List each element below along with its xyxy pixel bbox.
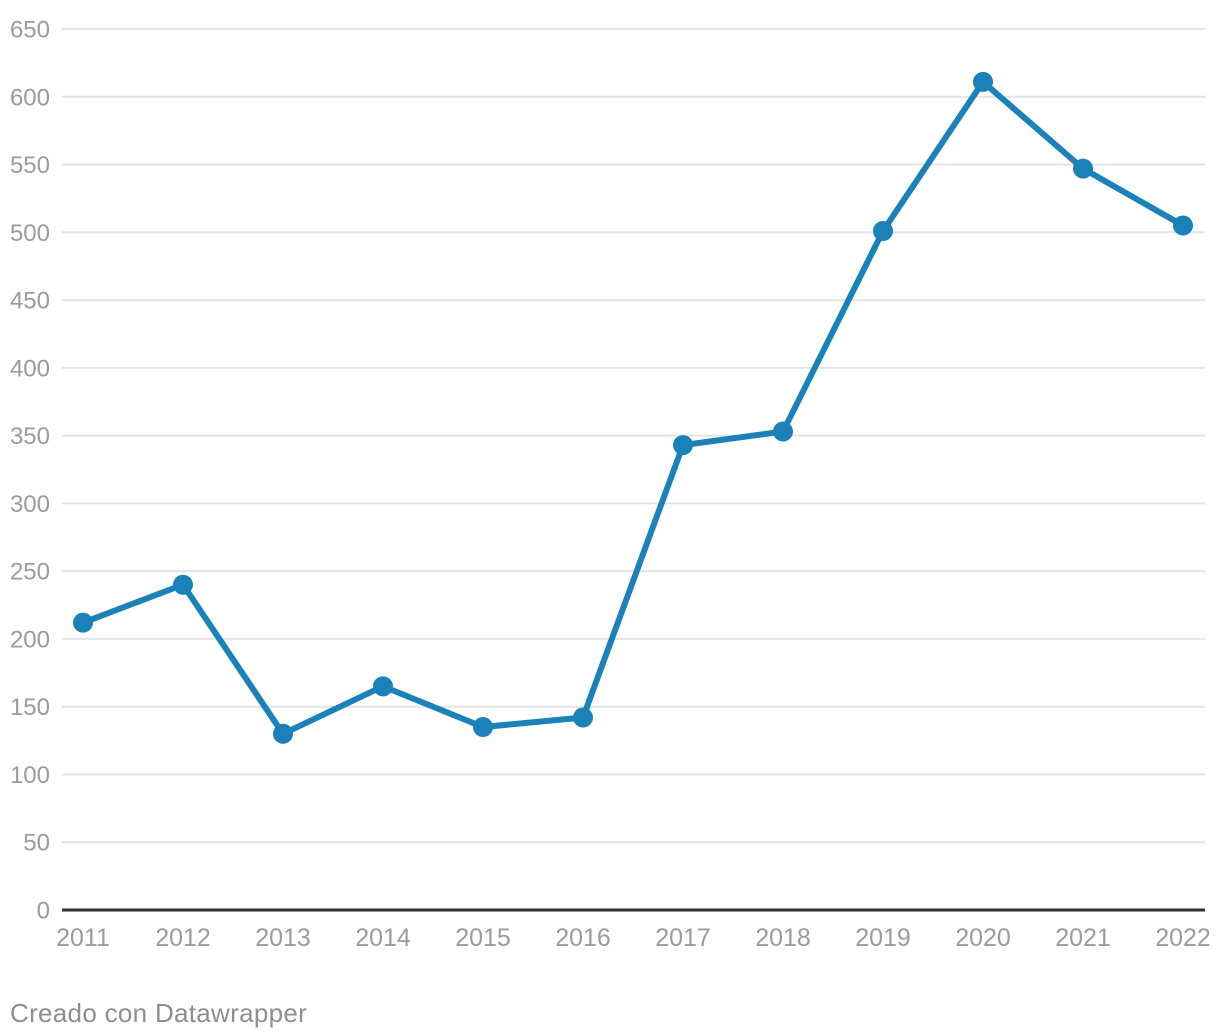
data-point-2015 bbox=[473, 717, 493, 738]
data-point-2021 bbox=[1073, 158, 1093, 179]
y-tick-label: 400 bbox=[10, 355, 50, 382]
x-tick-label: 2013 bbox=[255, 924, 311, 952]
x-tick-label: 2018 bbox=[755, 924, 811, 952]
y-tick-label: 500 bbox=[10, 220, 50, 247]
data-point-2019 bbox=[873, 220, 893, 241]
y-tick-label: 100 bbox=[10, 762, 50, 789]
x-tick-label: 2016 bbox=[555, 924, 611, 952]
y-tick-label: 200 bbox=[10, 626, 50, 653]
chart-plot-area: 0 50 100 150 200 250 300 350 400 450 500 550 600 650 2… bbox=[10, 17, 1211, 953]
data-point-2017 bbox=[673, 435, 693, 456]
data-point-2011 bbox=[73, 612, 93, 633]
x-tick-label: 2015 bbox=[455, 924, 511, 952]
y-tick-label: 650 bbox=[10, 17, 50, 44]
y-tick-label: 300 bbox=[10, 491, 50, 518]
x-tick-label: 2011 bbox=[56, 924, 110, 952]
datawrapper-attribution: Creado con Datawrapper bbox=[10, 998, 308, 1028]
y-tick-label: 350 bbox=[10, 423, 50, 450]
x-tick-label: 2022 bbox=[1155, 924, 1211, 952]
y-tick-label: 50 bbox=[23, 830, 50, 857]
x-tick-label: 2020 bbox=[955, 924, 1011, 952]
data-point-2013 bbox=[273, 723, 293, 744]
y-tick-label: 600 bbox=[10, 84, 50, 111]
x-tick-label: 2014 bbox=[355, 924, 411, 952]
data-line bbox=[80, 78, 1186, 737]
x-tick-label: 2017 bbox=[655, 924, 711, 952]
data-point-2020 bbox=[973, 71, 993, 92]
y-tick-label: 150 bbox=[10, 694, 50, 721]
y-tick-label: 250 bbox=[10, 559, 50, 586]
data-point-2016 bbox=[573, 707, 593, 728]
x-tick-label: 2021 bbox=[1055, 924, 1111, 952]
y-tick-label: 550 bbox=[10, 152, 50, 179]
x-tick-label: 2012 bbox=[155, 924, 211, 952]
data-point-2018 bbox=[773, 421, 793, 442]
y-tick-label: 450 bbox=[10, 288, 50, 315]
data-point-2014 bbox=[373, 676, 393, 697]
y-tick-label: 0 bbox=[37, 898, 50, 925]
data-point-2022 bbox=[1173, 215, 1193, 236]
data-point-2012 bbox=[173, 574, 193, 595]
x-tick-label: 2019 bbox=[855, 924, 911, 952]
